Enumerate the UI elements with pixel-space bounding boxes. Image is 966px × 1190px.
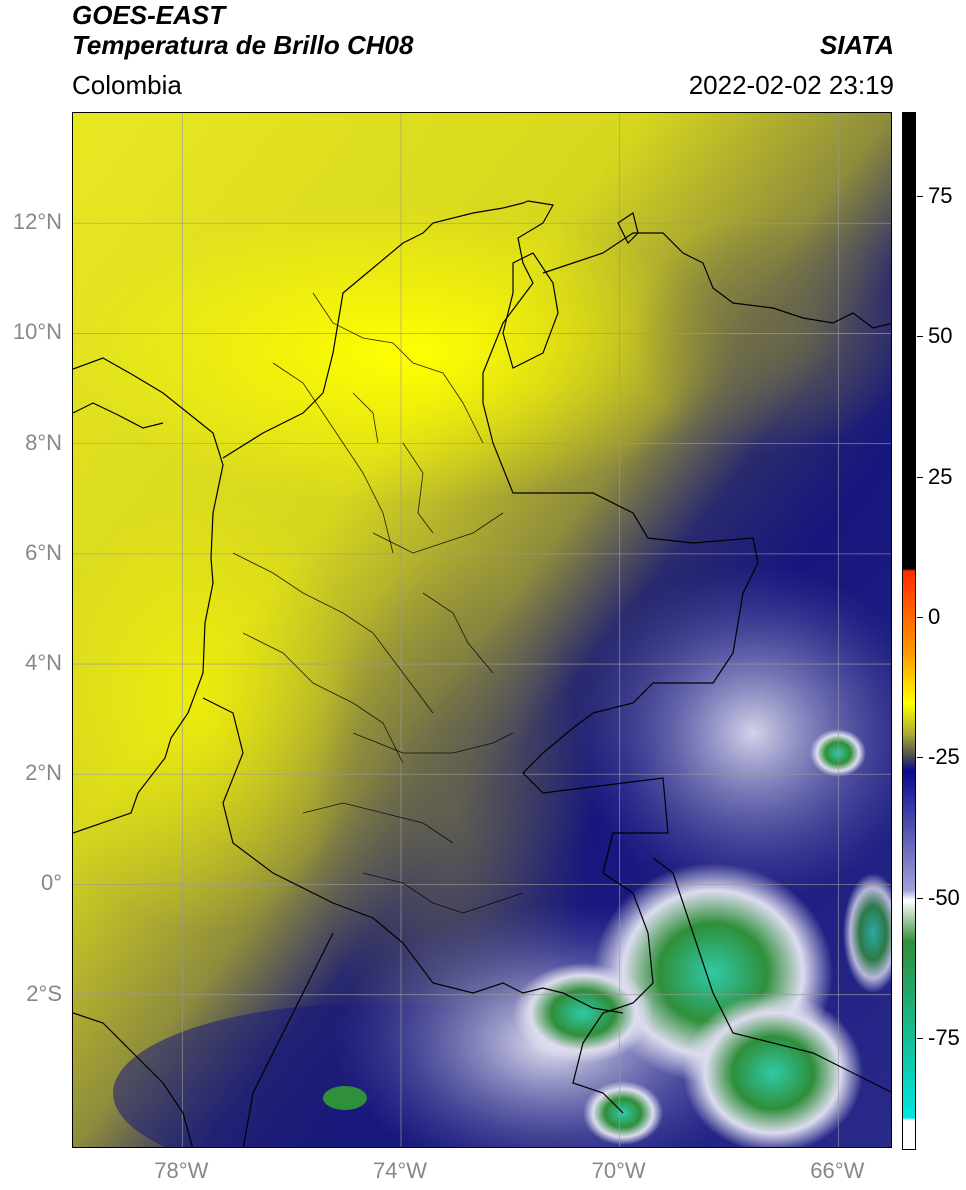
satellite-title: GOES-EAST xyxy=(72,0,226,30)
colorbar-tick-label: 25 xyxy=(928,463,953,489)
colorbar-tick-mark xyxy=(917,196,923,198)
region-label: Colombia xyxy=(72,70,182,100)
latitude-tick-label: 2°S xyxy=(26,980,62,1006)
colorbar-tick-label: 0 xyxy=(928,603,941,629)
latitude-tick-label: 0° xyxy=(40,870,62,896)
colorbar-tick-mark xyxy=(917,897,923,899)
agency-label: SIATA xyxy=(819,30,894,60)
colorbar-tick-label: 50 xyxy=(928,323,953,349)
map-gridlines xyxy=(73,113,891,1147)
latitude-tick-label: 10°N xyxy=(12,319,62,345)
longitude-tick-label: 78°W xyxy=(154,1158,209,1183)
colorbar-gradient xyxy=(903,113,915,1149)
colorbar-tick-mark xyxy=(917,476,923,478)
map-panel[interactable] xyxy=(72,112,892,1148)
latitude-tick-label: 6°N xyxy=(25,539,62,565)
longitude-tick-label: 66°W xyxy=(810,1158,865,1183)
colorbar-tick-label: -75 xyxy=(928,1024,960,1050)
colorbar-tick-mark xyxy=(917,757,923,759)
longitude-tick-label: 70°W xyxy=(591,1158,646,1183)
colorbar xyxy=(902,112,916,1150)
latitude-tick-label: 12°N xyxy=(12,209,62,235)
colorbar-tick-label: -50 xyxy=(928,884,960,910)
department-borders xyxy=(232,292,524,914)
colorbar-tick-mark xyxy=(917,616,923,618)
colorbar-tick-label: -25 xyxy=(928,744,960,770)
colorbar-tick-mark xyxy=(917,336,923,338)
satellite-image xyxy=(73,113,891,1147)
latitude-tick-label: 4°N xyxy=(25,650,62,676)
colorbar-tick-label: 75 xyxy=(928,183,953,209)
longitude-tick-label: 74°W xyxy=(372,1158,428,1183)
country-borders xyxy=(73,200,891,1147)
latitude-tick-label: 2°N xyxy=(25,760,62,786)
latitude-tick-label: 8°N xyxy=(25,429,62,455)
product-title: Temperatura de Brillo CH08 xyxy=(72,30,414,60)
timestamp-label: 2022-02-02 23:19 xyxy=(688,70,894,100)
colorbar-tick-mark xyxy=(917,1037,923,1039)
